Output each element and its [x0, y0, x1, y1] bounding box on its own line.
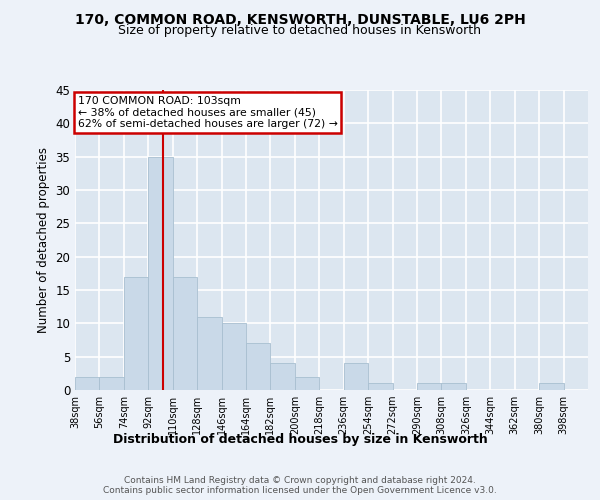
Text: 170 COMMON ROAD: 103sqm
← 38% of detached houses are smaller (45)
62% of semi-de: 170 COMMON ROAD: 103sqm ← 38% of detache…: [77, 96, 337, 129]
Bar: [148, 156, 173, 390]
Text: Contains HM Land Registry data © Crown copyright and database right 2024.: Contains HM Land Registry data © Crown c…: [124, 476, 476, 485]
Bar: [124, 276, 148, 390]
Bar: [295, 376, 319, 390]
Bar: [221, 324, 246, 390]
Y-axis label: Number of detached properties: Number of detached properties: [37, 147, 50, 333]
Bar: [442, 384, 466, 390]
Bar: [344, 364, 368, 390]
Text: Size of property relative to detached houses in Kensworth: Size of property relative to detached ho…: [119, 24, 482, 37]
Bar: [539, 384, 563, 390]
Text: Contains public sector information licensed under the Open Government Licence v3: Contains public sector information licen…: [103, 486, 497, 495]
Bar: [197, 316, 221, 390]
Bar: [173, 276, 197, 390]
Bar: [271, 364, 295, 390]
Bar: [75, 376, 100, 390]
Bar: [100, 376, 124, 390]
Text: 170, COMMON ROAD, KENSWORTH, DUNSTABLE, LU6 2PH: 170, COMMON ROAD, KENSWORTH, DUNSTABLE, …: [74, 12, 526, 26]
Bar: [246, 344, 271, 390]
Text: Distribution of detached houses by size in Kensworth: Distribution of detached houses by size …: [113, 432, 487, 446]
Bar: [417, 384, 442, 390]
Bar: [368, 384, 392, 390]
